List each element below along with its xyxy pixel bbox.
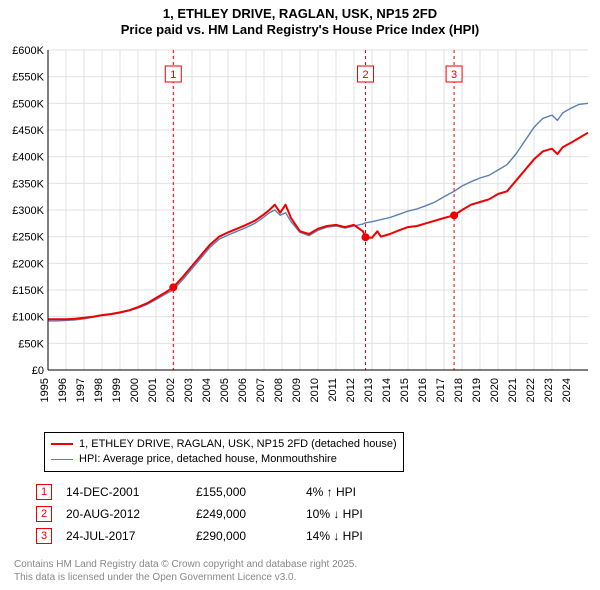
x-tick-label: 2019 (471, 378, 483, 402)
y-tick-label: £100K (12, 312, 44, 324)
legend-swatch (51, 443, 73, 445)
series-marker (362, 233, 370, 241)
x-tick-label: 1997 (75, 378, 87, 402)
x-tick-label: 1995 (39, 378, 51, 402)
event-row: 2 20-AUG-2012£249,00010% ↓ HPI (36, 504, 426, 524)
x-tick-label: 2009 (291, 378, 303, 402)
x-tick-label: 2023 (543, 378, 555, 402)
x-tick-label: 2018 (453, 378, 465, 402)
x-tick-label: 2010 (309, 378, 321, 402)
x-tick-label: 2002 (165, 378, 177, 402)
legend-item: 1, ETHLEY DRIVE, RAGLAN, USK, NP15 2FD (… (51, 437, 397, 452)
event-num: 2 (36, 506, 52, 522)
x-tick-label: 2020 (489, 378, 501, 402)
event-num: 3 (36, 528, 52, 544)
x-tick-label: 2021 (507, 378, 519, 402)
event-price: £155,000 (196, 485, 306, 499)
y-tick-label: £300K (12, 205, 44, 217)
x-tick-label: 2013 (363, 378, 375, 402)
x-tick-label: 2022 (525, 378, 537, 402)
legend-swatch (51, 459, 73, 460)
event-date: 20-AUG-2012 (66, 507, 196, 521)
y-tick-label: £600K (12, 45, 44, 57)
x-tick-label: 2014 (381, 378, 393, 402)
y-tick-label: £450K (12, 125, 44, 137)
title-line1: 1, ETHLEY DRIVE, RAGLAN, USK, NP15 2FD (0, 6, 600, 22)
y-tick-label: £50K (18, 338, 44, 350)
legend-label: 1, ETHLEY DRIVE, RAGLAN, USK, NP15 2FD (… (79, 437, 397, 452)
legend-item: HPI: Average price, detached house, Monm… (51, 452, 397, 467)
legend: 1, ETHLEY DRIVE, RAGLAN, USK, NP15 2FD (… (44, 432, 404, 472)
legend-label: HPI: Average price, detached house, Monm… (79, 452, 337, 467)
event-date: 14-DEC-2001 (66, 485, 196, 499)
y-tick-label: £550K (12, 72, 44, 84)
series-marker (169, 283, 177, 291)
x-tick-label: 2005 (219, 378, 231, 402)
x-tick-label: 2024 (561, 378, 573, 402)
x-tick-label: 2016 (417, 378, 429, 402)
page-root: { "title_line1": "1, ETHLEY DRIVE, RAGLA… (0, 0, 600, 590)
x-tick-label: 1999 (111, 378, 123, 402)
event-hpi: 10% ↓ HPI (306, 507, 426, 521)
x-tick-label: 2012 (345, 378, 357, 402)
event-hpi: 14% ↓ HPI (306, 529, 426, 543)
x-tick-label: 2011 (327, 378, 339, 402)
x-tick-label: 1998 (93, 378, 105, 402)
footer-line1: Contains HM Land Registry data © Crown c… (14, 559, 357, 572)
y-tick-label: £0 (32, 365, 44, 377)
chart-area: £0 £50K £100K £150K £200K £250K £300K £350K £400… (0, 44, 600, 424)
x-tick-label: 2001 (147, 378, 159, 402)
footer: Contains HM Land Registry data © Crown c… (14, 559, 357, 584)
y-tick-label: £500K (12, 98, 44, 110)
title-line2: Price paid vs. HM Land Registry's House … (0, 22, 600, 38)
event-marker-num: 3 (451, 69, 457, 81)
event-table: 1 14-DEC-2001£155,0004% ↑ HPI 2 20-AUG-2012… (36, 480, 426, 548)
x-tick-label: 2000 (129, 378, 141, 402)
y-tick-label: £150K (12, 285, 44, 297)
y-tick-label: £200K (12, 258, 44, 270)
event-hpi: 4% ↑ HPI (306, 485, 426, 499)
x-tick-label: 2017 (435, 378, 447, 402)
x-tick-label: 2004 (201, 378, 213, 402)
event-marker-num: 1 (170, 69, 176, 81)
x-tick-label: 1996 (57, 378, 69, 402)
event-marker-num: 2 (362, 69, 368, 81)
event-num: 1 (36, 484, 52, 500)
event-price: £249,000 (196, 507, 306, 521)
event-row: 1 14-DEC-2001£155,0004% ↑ HPI (36, 482, 426, 502)
y-tick-label: £400K (12, 152, 44, 164)
chart-title: 1, ETHLEY DRIVE, RAGLAN, USK, NP15 2FD P… (0, 0, 600, 39)
y-tick-label: £250K (12, 232, 44, 244)
chart-svg: £0 £50K £100K £150K £200K £250K £300K £350K £400… (0, 44, 600, 424)
x-tick-label: 2007 (255, 378, 267, 402)
x-tick-label: 2015 (399, 378, 411, 402)
footer-line2: This data is licensed under the Open Gov… (14, 572, 357, 585)
x-tick-label: 2003 (183, 378, 195, 402)
x-tick-label: 2008 (273, 378, 285, 402)
event-row: 3 24-JUL-2017£290,00014% ↓ HPI (36, 526, 426, 546)
event-price: £290,000 (196, 529, 306, 543)
event-date: 24-JUL-2017 (66, 529, 196, 543)
x-tick-label: 2006 (237, 378, 249, 402)
y-tick-label: £350K (12, 178, 44, 190)
series-marker (450, 211, 458, 219)
